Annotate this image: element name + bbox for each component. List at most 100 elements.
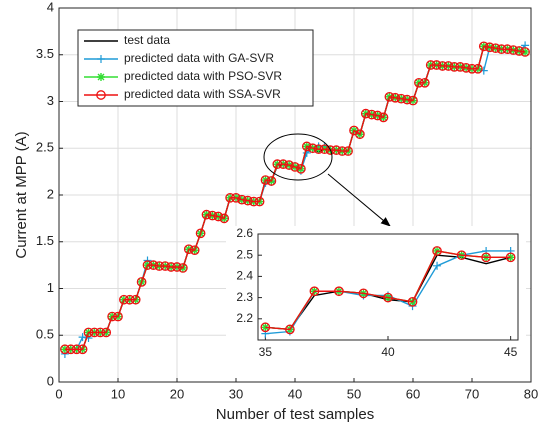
marker-circle [278,159,289,169]
x-axis-label: Number of test samples [216,406,374,423]
marker-circle [119,294,129,305]
x-tick-label: 0 [55,386,62,401]
marker-circle [113,311,123,322]
marker-circle [95,327,106,338]
marker-plus [433,261,442,270]
marker-circle [443,61,454,71]
y-tick-label: 4 [47,0,54,14]
marker-circle [201,209,212,220]
marker-circle [319,144,330,155]
marker-circle [83,327,94,338]
x-tick-label: 40 [381,345,395,359]
marker-circle [461,62,471,73]
marker-circle [183,244,194,255]
marker-circle [508,45,519,55]
marker-circle [231,192,241,203]
marker-circle [407,296,418,307]
marker-circle [437,61,448,71]
marker-circle [431,60,442,70]
marker-circle [467,63,477,74]
marker-circle [225,192,235,203]
marker-circle [124,294,135,305]
legend-marker [97,73,105,81]
marker-circle [296,163,306,174]
x-tick-label: 35 [259,345,273,359]
legend-box [77,29,314,107]
marker-star [261,323,270,332]
marker-circle [496,44,507,54]
marker-circle [166,262,176,272]
marker-circle [358,288,369,299]
y-tick-label: 2.6 [236,226,253,240]
x-tick-label: 10 [111,386,125,401]
marker-plus [78,333,87,342]
y-tick-label: 3 [47,93,54,108]
x-tick-label: 40 [288,386,302,401]
y-tick-label: 0 [47,373,54,388]
marker-circle [248,196,259,207]
y-tick-label: 1.5 [36,233,54,248]
x-tick-label: 60 [406,386,420,401]
marker-circle [178,263,188,273]
legend-marker [97,55,105,63]
legend-label: predicted data with SSA-SVR [124,87,281,101]
marker-circle [285,324,295,335]
y-tick-label: 1 [47,280,54,295]
marker-circle [313,144,324,155]
legend-label: test data [124,33,170,47]
marker-circle [456,250,467,261]
marker-circle [89,327,100,338]
marker-circle [172,262,182,272]
x-tick-label: 20 [170,386,184,401]
x-tick-label: 45 [504,345,518,359]
marker-circle [272,159,283,169]
marker-circle [237,194,247,205]
marker-circle [481,252,491,263]
marker-circle [337,146,348,156]
marker-circle [207,210,218,221]
y-tick-label: 2.5 [236,247,253,261]
marker-circle [77,344,88,355]
marker-circle [60,344,70,355]
marker-circle [136,277,147,287]
marker-circle [455,62,466,72]
marker-circle [142,260,153,270]
marker-circle [372,110,383,121]
marker-circle [195,228,206,239]
marker-circle [384,91,395,102]
marker-circle [502,44,513,54]
marker-circle [307,143,318,154]
marker-circle [378,112,389,123]
marker-circle [490,43,501,54]
marker-circle [266,176,277,186]
marker-circle [325,145,336,155]
marker-circle [331,145,342,155]
marker-circle [290,162,300,172]
marker-circle [390,92,401,103]
marker-circle [260,175,271,185]
marker-circle [408,95,418,106]
marker-circle [383,292,393,303]
y-axis-label: Current at MPP (A) [13,131,30,258]
marker-circle [71,344,82,355]
marker-circle [260,322,271,333]
legend-marker [96,90,106,100]
x-tick-label: 70 [465,386,479,401]
zoom-arrow [327,173,391,227]
y-tick-label: 2.5 [36,140,54,155]
x-tick-label: 50 [347,386,361,401]
x-tick-label: 30 [229,386,243,401]
marker-circle [65,344,76,355]
marker-circle [425,60,436,70]
marker-circle [520,47,530,57]
marker-circle [355,129,365,140]
marker-circle [107,311,117,322]
marker-circle [189,245,200,256]
y-tick-label: 0.5 [36,327,54,342]
marker-circle [432,246,442,256]
x-tick-label: 80 [524,386,538,401]
y-tick-label: 2.2 [236,311,253,325]
y-tick-label: 2 [47,186,54,201]
zoom-ellipse [263,133,333,181]
marker-circle [514,46,525,56]
